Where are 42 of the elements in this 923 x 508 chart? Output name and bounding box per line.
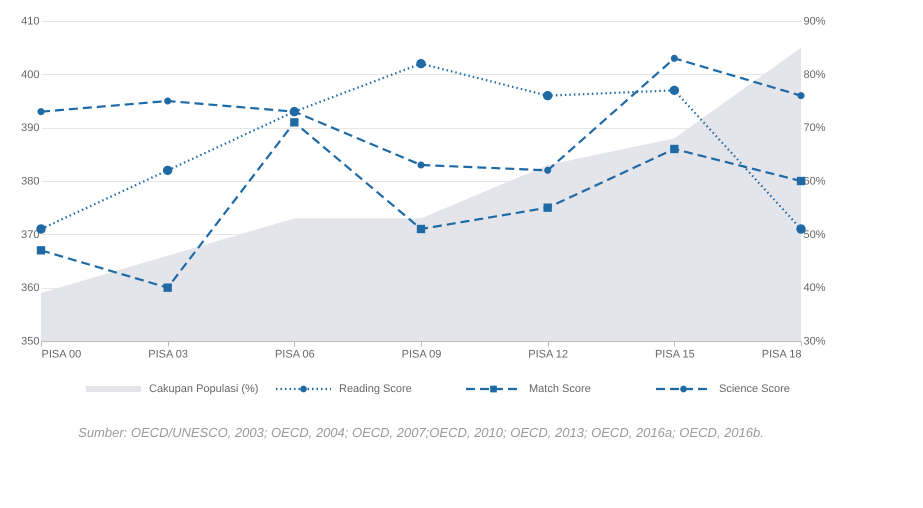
point [163, 283, 172, 292]
point [670, 144, 679, 154]
point [670, 86, 680, 96]
point [162, 166, 172, 176]
x-tick-label: PISA 03 [148, 348, 188, 360]
y-tick-label: 350 [21, 336, 40, 348]
point [670, 54, 678, 62]
point [797, 92, 805, 100]
point [796, 224, 806, 234]
y2-tick-label: 40% [804, 282, 826, 294]
point [37, 108, 45, 116]
y2-tick-label: 80% [804, 68, 826, 81]
point [543, 203, 552, 212]
legend-label: Cakupan Populasi (%) [149, 383, 258, 395]
point [796, 176, 806, 186]
y-tick-label: 390 [21, 122, 40, 134]
legend-label: Reading Score [339, 383, 412, 395]
y2-tick-label: 30% [804, 336, 826, 348]
legend-label: Science Score [719, 383, 790, 395]
x-tick-label: PISA 12 [528, 348, 568, 360]
x-tick-label: PISA 00 [42, 348, 82, 360]
x-tick-label: PISA 18 [762, 348, 802, 360]
x-tick-label: PISA 15 [654, 348, 695, 360]
y-tick-label: 360 [21, 282, 40, 294]
point [36, 246, 46, 255]
x-tick-label: PISA 09 [402, 348, 442, 360]
y-tick-label: 410 [21, 16, 40, 28]
y-tick-label: 400 [21, 68, 40, 81]
legend-label: Match Score [529, 383, 591, 395]
point [417, 161, 425, 169]
point [416, 58, 426, 68]
y2-tick-label: 50% [804, 228, 826, 241]
y2-tick-label: 90% [804, 16, 826, 28]
x-tick-label: PISA 06 [274, 348, 315, 360]
y2-tick-label: 70% [804, 122, 826, 134]
point [542, 90, 552, 100]
point [416, 224, 426, 234]
point [164, 97, 172, 105]
point [290, 118, 299, 127]
y-tick-label: 380 [21, 176, 40, 188]
text: Sumber: OECD/UNESCO, 2003; OECD, 2004; OECD, 2007;OECD, 2010; OECD, 2013; OECD, 2016a; OECD, 2016b. [78, 425, 764, 440]
point [544, 166, 552, 174]
